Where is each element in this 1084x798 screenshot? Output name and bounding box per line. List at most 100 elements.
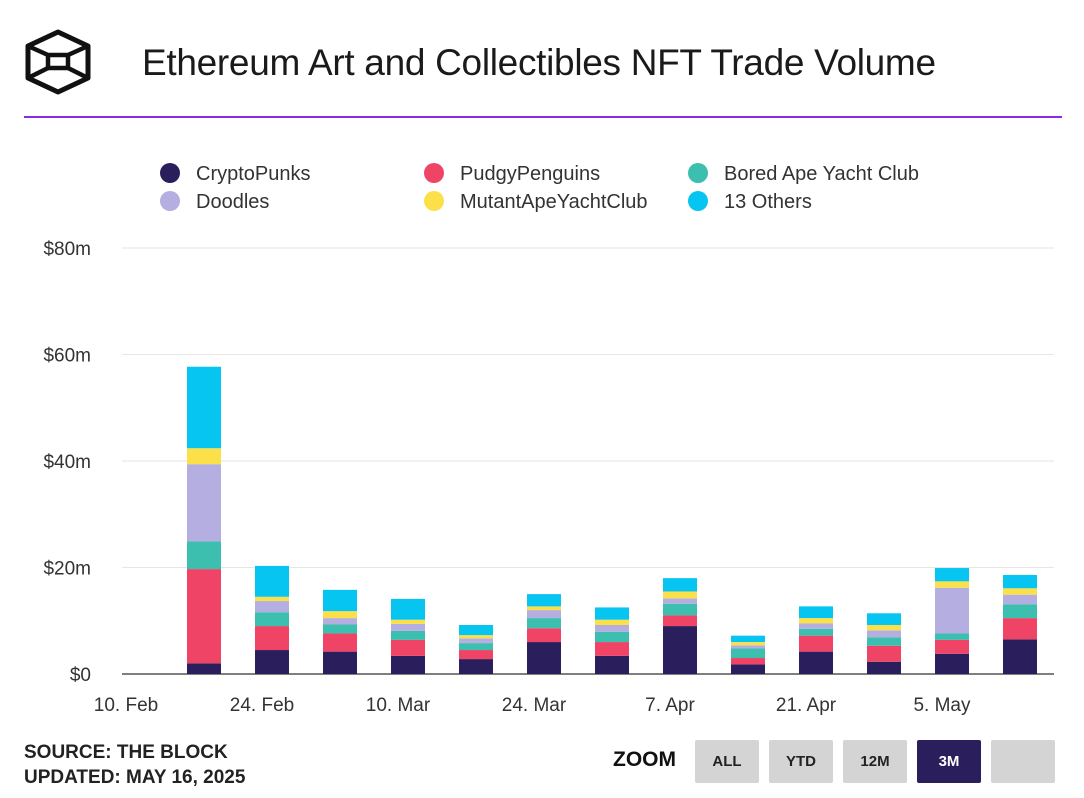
bar-segment <box>323 589 357 612</box>
bar-segment <box>663 598 697 604</box>
bar-segment <box>459 625 493 636</box>
bar-segment <box>799 651 833 674</box>
zoom-custom-button[interactable] <box>991 740 1055 783</box>
header: Ethereum Art and Collectibles NFT Trade … <box>0 0 1084 118</box>
bar-segment <box>1003 594 1037 605</box>
bar-segment <box>867 637 901 646</box>
bar-segment <box>459 638 493 644</box>
bar-segment <box>391 630 425 640</box>
bar-segment <box>935 587 969 634</box>
x-tick-label: 21. Apr <box>776 695 837 716</box>
bar-segment <box>527 606 561 611</box>
bar-segment <box>595 631 629 643</box>
bar-segment <box>187 464 221 542</box>
bar-segment <box>663 603 697 616</box>
y-tick-label: $60m <box>43 346 91 367</box>
bar-segment <box>527 628 561 643</box>
y-tick-label: $80m <box>43 239 91 260</box>
bar-segment <box>527 610 561 619</box>
bar-segment <box>187 663 221 674</box>
bar-segment <box>799 623 833 629</box>
bar-segment <box>323 618 357 625</box>
bar-segment <box>595 619 629 626</box>
bar-segment <box>1003 574 1037 589</box>
bar-segment <box>1003 618 1037 640</box>
bar-segment <box>663 578 697 592</box>
legend-label: PudgyPenguins <box>460 163 600 185</box>
bar-segment <box>323 611 357 619</box>
bar-segment <box>731 645 765 649</box>
y-tick-label: $40m <box>43 452 91 473</box>
bar-segment <box>459 659 493 674</box>
bar-segment <box>595 642 629 656</box>
bar-segment <box>663 591 697 599</box>
y-tick-label: $0 <box>70 665 91 686</box>
bar-segment <box>1003 604 1037 619</box>
bar-segment <box>595 655 629 674</box>
x-tick-label: 10. Mar <box>366 695 431 716</box>
legend-label: CryptoPunks <box>196 163 311 185</box>
x-tick-label: 10. Feb <box>94 695 158 716</box>
bar-segment <box>663 615 697 627</box>
bar-segment <box>799 628 833 636</box>
legend-label: MutantApeYachtClub <box>460 191 648 213</box>
zoom-all-button[interactable]: ALL <box>695 740 759 783</box>
bar-segment <box>323 633 357 652</box>
bar-segment <box>799 618 833 624</box>
bar-segment <box>867 645 901 662</box>
bar-segment <box>1003 639 1037 674</box>
legend-marker <box>688 163 708 183</box>
bar-segment <box>255 626 289 651</box>
legend-marker <box>160 191 180 211</box>
bar-segment <box>595 607 629 620</box>
bar-segment <box>799 635 833 652</box>
bar-segment <box>187 541 221 570</box>
bar-segment <box>1003 588 1037 595</box>
source-block: SOURCE: THE BLOCK UPDATED: MAY 16, 2025 <box>24 740 245 790</box>
bar-segment <box>935 639 969 654</box>
legend-marker <box>688 191 708 211</box>
zoom-3m-button[interactable]: 3M <box>917 740 981 783</box>
zoom-ytd-button[interactable]: YTD <box>769 740 833 783</box>
bar-segment <box>255 612 289 627</box>
bar-segment <box>391 639 425 656</box>
bar-segment <box>731 648 765 659</box>
bar-segment <box>187 569 221 664</box>
bar-segment <box>187 448 221 465</box>
bar-segment <box>867 661 901 674</box>
header-divider <box>24 116 1062 118</box>
zoom-label: ZOOM <box>613 748 676 771</box>
bar-segment <box>391 655 425 674</box>
bar-segment <box>459 650 493 660</box>
x-tick-label: 24. Feb <box>230 695 294 716</box>
legend-marker <box>160 163 180 183</box>
bar-segment <box>255 650 289 674</box>
updated-text: UPDATED: MAY 16, 2025 <box>24 767 246 788</box>
bar-segment <box>799 606 833 619</box>
legend-marker <box>424 191 444 211</box>
the-block-logo-icon <box>25 29 91 95</box>
bar-segment <box>323 651 357 674</box>
legend-label: 13 Others <box>724 191 812 213</box>
bar-segment <box>323 624 357 634</box>
bar-segment <box>391 598 425 620</box>
bar-segment <box>527 642 561 674</box>
bar-segment <box>867 630 901 638</box>
bar-segment <box>459 643 493 651</box>
bar-segment <box>935 568 969 582</box>
x-tick-label: 7. Apr <box>645 695 695 716</box>
bar-segment <box>663 626 697 674</box>
bar-segment <box>731 642 765 646</box>
page-title: Ethereum Art and Collectibles NFT Trade … <box>142 42 936 83</box>
bar-segment <box>731 658 765 665</box>
bar-segment <box>255 601 289 613</box>
bar-segment <box>867 625 901 631</box>
bar-segment <box>391 623 425 631</box>
bar-segment <box>391 619 425 624</box>
x-tick-label: 5. May <box>913 695 971 716</box>
bar-segment <box>935 633 969 640</box>
x-tick-label: 24. Mar <box>502 695 567 716</box>
bar-segment <box>255 596 289 602</box>
zoom-12m-button[interactable]: 12M <box>843 740 907 783</box>
bar-segment <box>459 635 493 639</box>
